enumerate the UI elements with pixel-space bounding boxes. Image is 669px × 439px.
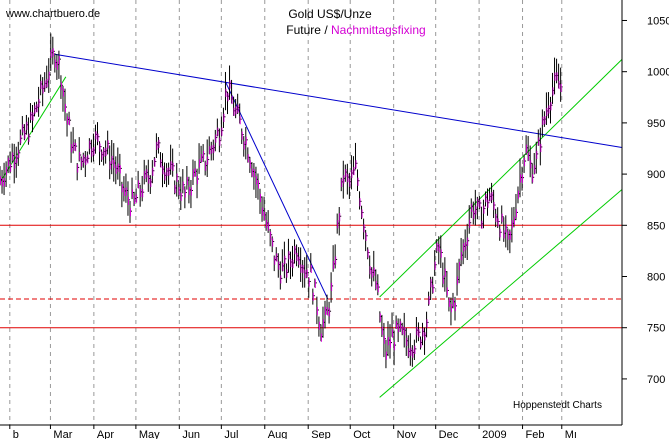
subtitle-future: Future / <box>286 23 331 37</box>
x-tick-label: 2009 <box>482 429 506 439</box>
channel-line <box>379 59 623 298</box>
price-bars <box>0 33 563 369</box>
channel-line <box>379 189 623 398</box>
x-tick-label: Sep <box>311 429 331 439</box>
x-axis-ticks: b Mar Apr May Jun Jul Aug Sep Oct Nov Dec 2009 Feb Mı <box>9 425 577 439</box>
x-tick-label: Oct <box>353 429 370 439</box>
x-tick-label: Apr <box>97 429 114 439</box>
y-tick-label: 750 <box>647 323 665 335</box>
x-tick-label: Nov <box>397 429 417 439</box>
x-tick-label: Dec <box>439 429 459 439</box>
subtitle-fixing: Nachmittagsfixing <box>331 23 426 37</box>
source-credit: Hoppenstedt Charts <box>513 400 602 411</box>
chart-title: Gold US$/Unze <box>288 7 372 21</box>
y-tick-label: 1000 <box>647 67 669 79</box>
y-tick-label: 850 <box>647 220 665 232</box>
chart-subtitle: Future / Nachmittagsfixing <box>286 23 425 37</box>
x-tick-label: Feb <box>526 429 545 439</box>
x-tick-label: Jul <box>224 429 238 439</box>
x-tick-label: May <box>139 429 160 439</box>
x-tick-label: Mı <box>565 429 577 439</box>
y-axis-ticks: 700 750 800 850 900 950 1000 1050 <box>622 15 669 386</box>
x-tick-label: Mar <box>53 429 72 439</box>
trend-line <box>54 53 623 148</box>
x-tick-label: Aug <box>268 429 288 439</box>
watermark: www.chartbuero.de <box>5 8 100 20</box>
horizontal-support-lines <box>0 224 622 329</box>
y-tick-label: 700 <box>647 374 665 386</box>
y-tick-label: 1050 <box>647 15 669 27</box>
plot-frame <box>0 0 623 426</box>
y-tick-label: 800 <box>647 272 665 284</box>
x-tick-label: b <box>13 429 19 439</box>
x-tick-label: Jun <box>182 429 200 439</box>
y-tick-label: 950 <box>647 118 665 130</box>
y-tick-label: 900 <box>647 169 665 181</box>
